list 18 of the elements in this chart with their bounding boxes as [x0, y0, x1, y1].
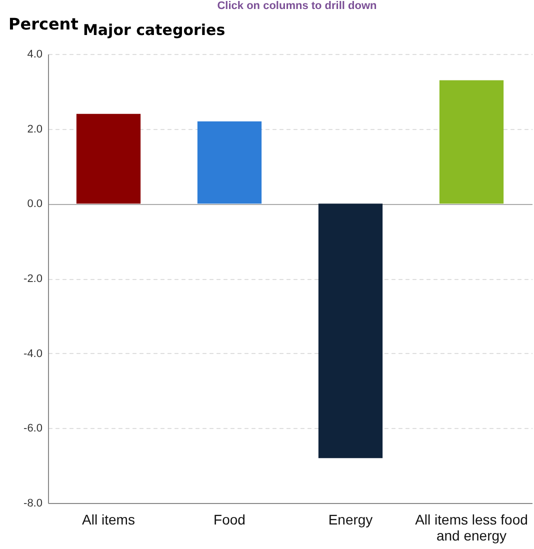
y-tick-label: 4.0 — [27, 48, 42, 60]
y-tick-label: 2.0 — [27, 123, 42, 136]
y-tick-label: -4.0 — [24, 348, 42, 360]
x-tick-label: Food — [214, 512, 246, 528]
y-tick-label: -8.0 — [24, 498, 42, 510]
x-tick-label: All items — [82, 512, 135, 528]
chart-subtitle: Click on columns to drill down — [216, 0, 378, 12]
y-tick-label: 0.0 — [27, 198, 42, 210]
y-tick-label: -6.0 — [24, 422, 42, 435]
x-tick-label: All items less food and energy — [415, 512, 528, 544]
bar — [197, 121, 262, 204]
bar — [76, 114, 141, 204]
y-axis-title: Percent — [8, 14, 79, 34]
bar — [439, 80, 504, 204]
bar — [318, 204, 383, 458]
chart-title: Major categories — [83, 21, 226, 39]
y-tick-label: -2.0 — [24, 273, 42, 285]
x-tick-label: Energy — [328, 512, 373, 528]
